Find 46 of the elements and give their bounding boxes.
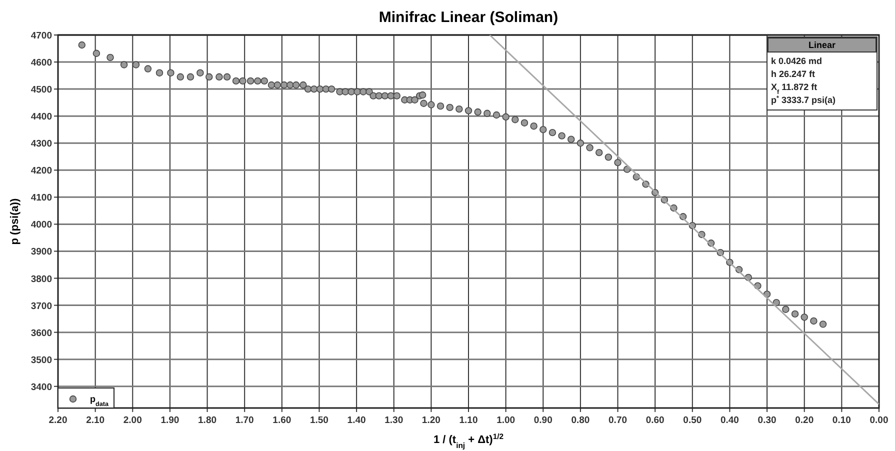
x-tick-label: 1.90 — [160, 415, 180, 426]
annotation: k 0.0426 md — [771, 56, 822, 66]
x-tick-label: 0.10 — [832, 415, 851, 426]
x-tick-label: 1.20 — [422, 415, 440, 426]
x-tick-label: 0.30 — [758, 415, 776, 426]
y-tick-label: 3900 — [30, 246, 52, 258]
x-tick-label: 1.40 — [347, 415, 366, 426]
y-tick-label: 3700 — [30, 300, 52, 312]
x-tick-label: 0.90 — [534, 415, 552, 426]
x-tick-label: 0.60 — [646, 415, 664, 426]
x-tick-label: 2.20 — [48, 415, 68, 426]
y-tick-label: 4700 — [30, 30, 52, 42]
x-tick-label: 1.60 — [272, 415, 292, 426]
y-tick-label: 4600 — [30, 58, 52, 69]
x-tick-label: 0.40 — [720, 415, 739, 426]
y-tick-label: 3400 — [30, 382, 52, 393]
x-axis-title: 1 / (t$_{inj}$ + Δt)$^{1/2}$ — [433, 432, 504, 450]
x-tick-label: 1.10 — [459, 415, 478, 426]
y-axis-title: p (psi(a)) — [9, 198, 21, 245]
y-tick-label: 3800 — [30, 274, 52, 285]
annotation: p$^{*}$ 3333.7 psi(a) — [771, 94, 836, 105]
x-tick-label: 2.10 — [86, 415, 105, 426]
y-tick-label: 4400 — [30, 112, 52, 123]
y-tick-label: 4100 — [30, 192, 52, 204]
chart-title: Minifrac Linear (Soliman) — [378, 9, 558, 26]
x-tick-label: 0.00 — [870, 415, 888, 426]
x-tick-label: 1.70 — [235, 415, 254, 426]
x-tick-label: 1.80 — [198, 415, 217, 426]
y-tick-label: 3600 — [30, 328, 52, 339]
x-tick-label: 0.80 — [571, 415, 590, 426]
y-tick-label: 4000 — [30, 220, 52, 231]
annotation: h 26.247 ft — [771, 69, 816, 79]
x-tick-label: 2.00 — [123, 415, 142, 426]
x-tick-label: 0.70 — [608, 415, 628, 426]
y-tick-label: 4200 — [30, 166, 52, 177]
annotation: X$_{f}$ 11.872 ft — [771, 82, 818, 96]
x-tick-label: 0.50 — [683, 415, 702, 426]
y-tick-label: 3500 — [30, 354, 52, 366]
x-tick-label: 1.00 — [496, 415, 516, 426]
annotation: Linear — [808, 40, 836, 50]
y-tick-label: 4500 — [30, 84, 52, 96]
x-tick-label: 1.50 — [310, 415, 328, 426]
x-tick-label: 0.20 — [795, 415, 814, 426]
legend-label: p$_{data}$ — [90, 394, 109, 408]
x-tick-label: 1.30 — [384, 415, 404, 426]
y-tick-label: 4300 — [30, 138, 52, 150]
